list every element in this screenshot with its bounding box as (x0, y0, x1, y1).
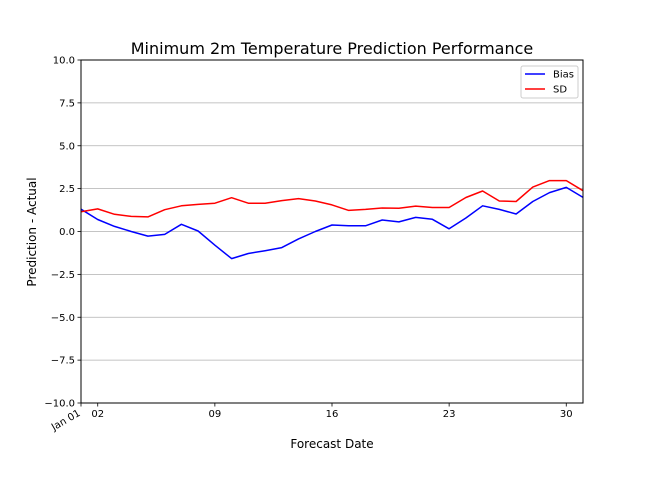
y-tick-label: 2.5 (59, 184, 75, 195)
y-tick-label: −7.5 (51, 356, 75, 367)
y-tick-label: 5.0 (59, 141, 75, 152)
series-line-bias (80, 186, 584, 260)
x-axis-label: Forecast Date (290, 437, 373, 451)
y-tick-label: 7.5 (59, 98, 75, 109)
chart-title: Minimum 2m Temperature Prediction Perfor… (131, 39, 533, 58)
x-tick-label: 09 (208, 409, 221, 420)
y-tick-label: −5.0 (51, 313, 75, 324)
series-line-sd (80, 179, 584, 218)
y-tick-label: 10.0 (53, 56, 75, 67)
series-lines (80, 179, 584, 260)
y-tick-label: −2.5 (51, 270, 75, 281)
x-tick-label: 30 (560, 409, 573, 420)
y-tick-label: 0.0 (59, 227, 75, 238)
x-tick-label: 23 (443, 409, 456, 420)
legend-label-sd: SD (553, 85, 567, 96)
y-axis-label: Prediction - Actual (25, 177, 39, 286)
legend-label-bias: Bias (553, 70, 574, 81)
x-tick-label: 16 (326, 409, 339, 420)
x-tick-label: 02 (91, 409, 104, 420)
legend: Bias SD (520, 65, 579, 99)
y-tick-label: −10.0 (44, 399, 75, 410)
